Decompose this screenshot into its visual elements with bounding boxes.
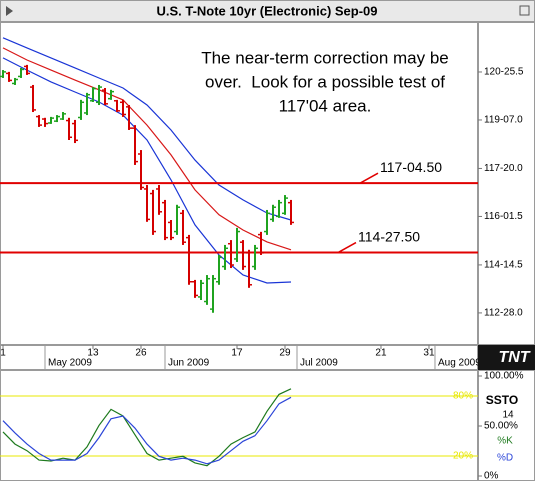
- month-label: Jul 2009: [300, 358, 338, 369]
- x-tick-label: 21: [375, 348, 387, 359]
- x-tick-label: 1: [0, 348, 6, 359]
- x-tick-label: 26: [135, 348, 147, 359]
- y-tick-label: 0%: [484, 471, 499, 481]
- x-tick-label: 29: [279, 348, 291, 359]
- stoch-line: [2, 388, 292, 467]
- y-tick-label: 120-25.5: [484, 67, 524, 78]
- chart-title: U.S. T-Note 10yr (Electronic) Sep-09: [156, 3, 377, 18]
- y-tick-label: 100.00%: [484, 371, 524, 382]
- title-icon: [519, 5, 530, 16]
- average-line: [2, 57, 292, 284]
- level-leader: [359, 172, 379, 184]
- legend-entry: %D: [497, 453, 513, 464]
- level-label: 114-27.50: [358, 228, 420, 244]
- stoch-panel: [0, 370, 478, 481]
- y-tick-label: 112-28.0: [484, 308, 523, 319]
- y-tick-label: 50.00%: [484, 421, 518, 432]
- indicator-name: SSTO: [486, 393, 518, 407]
- y-tick-label: 117-20.0: [484, 163, 523, 174]
- month-label: Aug 2009: [438, 358, 481, 369]
- indicator-period: 14: [502, 410, 514, 421]
- annotation: over. Look for a possible test of: [205, 72, 445, 91]
- x-tick-label: 17: [231, 348, 243, 359]
- y-tick-label: 116-01.5: [484, 211, 523, 222]
- average-line: [2, 47, 292, 251]
- y-tick-label: 114-14.5: [484, 260, 523, 271]
- logo: TNT: [498, 349, 530, 366]
- price-plot: 1 13 26 17 29 21 31 May 2009 Jun 2009 Jul 2009 Aug…: [0, 37, 481, 369]
- month-label: May 2009: [48, 358, 92, 369]
- average-line: [2, 37, 292, 221]
- level-label: 80%: [453, 391, 473, 402]
- x-tick-label: 13: [87, 348, 99, 359]
- stoch-line: [2, 396, 292, 465]
- legend-entry: %K: [497, 436, 513, 447]
- month-label: Jun 2009: [168, 358, 210, 369]
- level-leader: [337, 241, 357, 254]
- date-axis: [0, 345, 478, 370]
- annotation: 117'04 area.: [279, 96, 372, 115]
- stoch-plot: 80% 20%: [0, 388, 478, 467]
- logo-box: [478, 345, 535, 370]
- title-icon: [6, 6, 13, 16]
- y-tick-label: 119-07.0: [484, 115, 523, 126]
- stoch-axis: [478, 370, 535, 481]
- price-axis: [478, 22, 535, 345]
- annotation: The near-term correction may be: [201, 48, 449, 67]
- level-label: 20%: [453, 451, 473, 462]
- x-tick-label: 31: [423, 348, 435, 359]
- level-label: 117-04.50: [380, 159, 442, 175]
